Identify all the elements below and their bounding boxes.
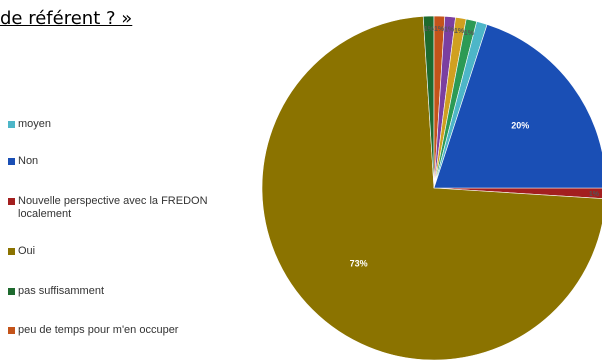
legend-label: pas suffisamment [18, 285, 105, 297]
slice-percent-label: 1% [464, 30, 475, 37]
pie-slices [261, 15, 602, 360]
pie-slice-non [433, 24, 602, 189]
chart-legend: moyen Non Nouvelle perspective avec la F… [0, 0, 260, 360]
legend-swatch [8, 288, 15, 295]
legend-swatch [8, 121, 15, 128]
legend-item-moyen: moyen [8, 118, 51, 131]
legend-item-non: Non [8, 155, 38, 168]
legend-label: Nouvelle perspective avec la FREDON loca… [18, 195, 208, 220]
slice-percent-label: 1% [454, 28, 465, 35]
pie-slice-oui [261, 16, 602, 360]
slice-percent-label: 1% [434, 26, 445, 33]
pie-labels: 1%73%1% 1% 1% 1% 1%20% [350, 26, 600, 268]
slice-percent-label: 1% [444, 27, 455, 34]
legend-item-oui: Oui [8, 245, 35, 258]
page-heading: de référent ? » [0, 8, 133, 29]
legend-item-peu-de-temps: peu de temps pour m'en occuper [8, 324, 178, 337]
slice-percent-label: 1% [589, 191, 600, 198]
legend-swatch [8, 198, 15, 205]
slice-percent-label: 73% [350, 258, 368, 268]
legend-swatch [8, 158, 15, 165]
legend-label: moyen [18, 118, 52, 130]
legend-item-nouvelle-perspective: Nouvelle perspective avec la FREDON loca… [8, 195, 208, 221]
slice-percent-label: 1% [424, 26, 435, 33]
legend-swatch [8, 327, 15, 334]
legend-label: Non [18, 155, 39, 167]
legend-item-pas-suffisamment: pas suffisamment [8, 285, 104, 298]
legend-label: Oui [18, 245, 36, 257]
legend-swatch [8, 248, 15, 255]
legend-label: peu de temps pour m'en occuper [18, 324, 179, 336]
slice-percent-label: 20% [511, 120, 529, 130]
